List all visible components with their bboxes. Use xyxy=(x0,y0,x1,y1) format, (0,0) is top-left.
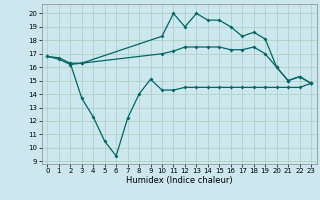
X-axis label: Humidex (Indice chaleur): Humidex (Indice chaleur) xyxy=(126,176,233,185)
